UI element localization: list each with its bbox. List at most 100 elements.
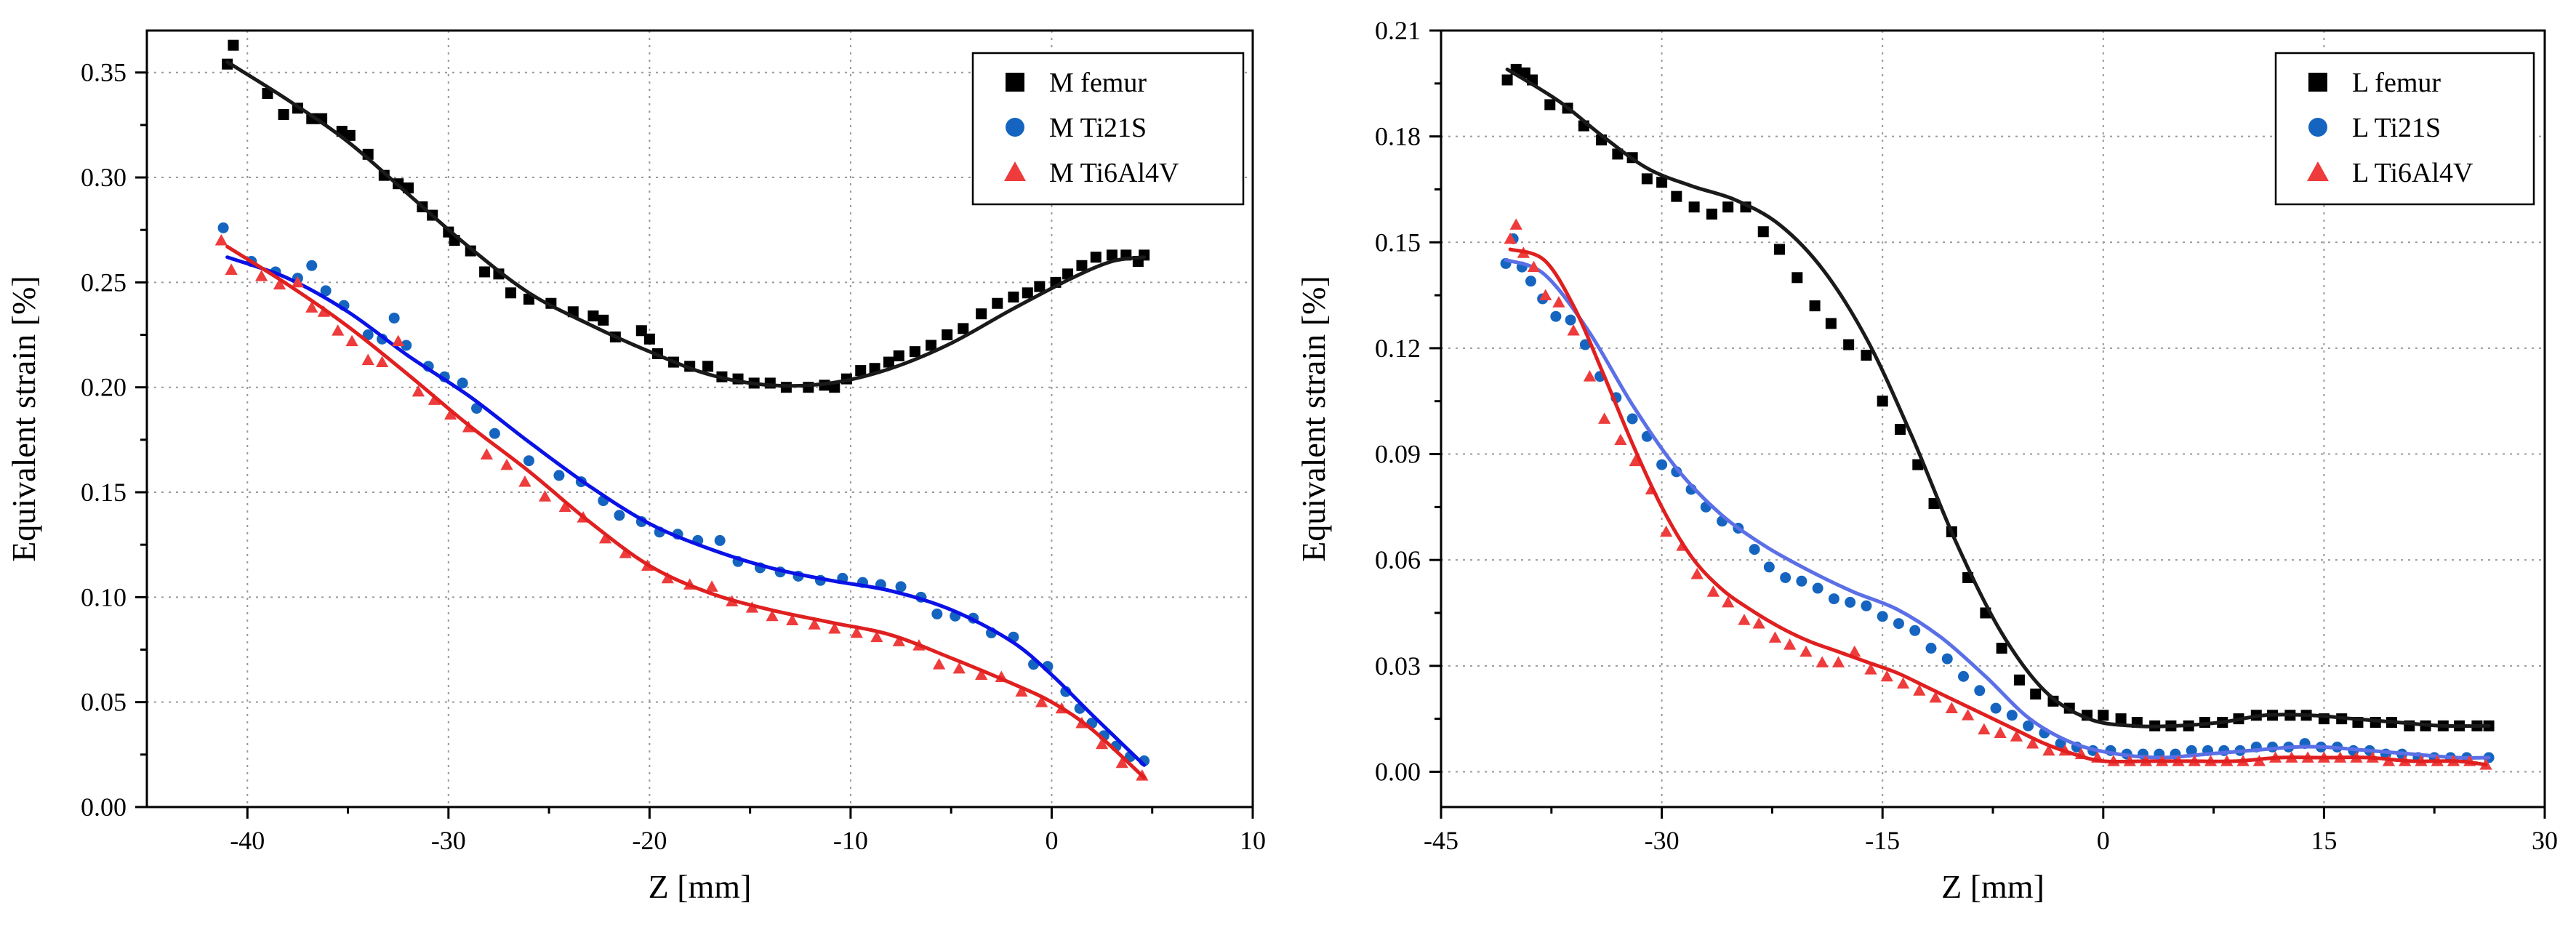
data-point xyxy=(883,356,894,368)
x-axis-title: Z [mm] xyxy=(1941,868,2045,905)
legend-marker xyxy=(1006,73,1024,92)
data-point xyxy=(1780,571,1791,583)
data-point xyxy=(320,285,332,297)
data-point xyxy=(1022,287,1033,299)
x-tick-label: 10 xyxy=(1240,826,1266,855)
data-point xyxy=(523,455,534,467)
data-point xyxy=(1796,575,1807,587)
data-point xyxy=(1799,645,1813,657)
data-point xyxy=(1706,585,1720,597)
data-point xyxy=(1614,433,1627,446)
data-point xyxy=(2186,745,2197,756)
data-point xyxy=(870,630,883,643)
data-point xyxy=(1706,208,1717,220)
fit-line xyxy=(1504,258,2491,760)
data-point xyxy=(1552,296,1565,308)
data-point xyxy=(895,581,907,593)
data-point xyxy=(1504,232,1517,244)
data-point xyxy=(855,365,867,377)
data-point xyxy=(228,39,239,51)
data-point xyxy=(942,329,953,341)
y-axis-title: Equivalent strain [%] xyxy=(5,276,42,561)
data-point xyxy=(1106,249,1118,261)
y-tick-label: 0.35 xyxy=(81,58,127,87)
axis-ticks: -45 -30 -15 0 15 30 0.00 0.03 0.06 0.09 0.12 0.15 0.… xyxy=(1375,16,2558,855)
data-point xyxy=(1565,314,1576,326)
data-point xyxy=(1062,268,1074,280)
data-point xyxy=(952,662,966,674)
data-point xyxy=(828,622,841,634)
data-point xyxy=(598,314,609,326)
data-point xyxy=(1774,244,1786,255)
data-point xyxy=(344,129,356,141)
y-tick-label: 0.00 xyxy=(81,792,127,822)
data-point xyxy=(1539,289,1552,300)
y-tick-label: 0.15 xyxy=(81,478,127,507)
data-point xyxy=(714,534,726,546)
data-point xyxy=(1843,339,1855,350)
data-point xyxy=(1828,593,1839,605)
data-point xyxy=(808,618,821,630)
y-tick-label: 0.30 xyxy=(81,163,127,192)
y-tick-label: 0.20 xyxy=(81,373,127,402)
series-l-ti21s xyxy=(1500,233,2495,763)
x-tick-label: -45 xyxy=(1424,826,1458,855)
data-point xyxy=(786,614,799,626)
data-point xyxy=(1783,638,1797,650)
data-point xyxy=(500,458,513,470)
data-point xyxy=(1913,684,1926,696)
legend-marker xyxy=(1006,118,1024,137)
data-point xyxy=(538,490,552,502)
y-tick-label: 0.09 xyxy=(1375,440,1421,469)
data-point xyxy=(2013,674,2025,686)
data-point xyxy=(1880,670,1893,682)
data-point xyxy=(1090,252,1102,263)
legend-marker xyxy=(2308,118,2327,137)
data-point xyxy=(2030,689,2042,700)
fit-line xyxy=(1505,67,2491,729)
x-tick-label: 0 xyxy=(2097,826,2110,855)
data-point xyxy=(926,340,937,351)
data-point xyxy=(1861,350,1872,361)
data-point xyxy=(587,310,599,322)
data-point xyxy=(305,301,318,313)
data-point xyxy=(1929,691,1942,703)
data-point xyxy=(1583,370,1597,382)
plot-area xyxy=(214,39,1150,781)
data-point xyxy=(958,323,969,334)
data-point xyxy=(1656,459,1668,470)
data-point xyxy=(1656,177,1668,188)
legend: M femur M Ti21S M Ti6Al4V xyxy=(971,52,1245,206)
data-point xyxy=(1690,567,1704,579)
data-point xyxy=(1896,677,1910,689)
x-tick-label: -40 xyxy=(230,826,265,855)
data-point xyxy=(766,609,779,622)
data-point xyxy=(558,500,571,513)
data-point xyxy=(1671,190,1682,202)
chart-left-medial: -40 -30 -20 -10 0 10 0.00 0.05 0.10 0.15 0.20 0.25 0… xyxy=(5,29,1266,905)
data-point xyxy=(505,287,517,299)
y-tick-label: 0.05 xyxy=(81,688,127,717)
data-point xyxy=(1974,685,1986,697)
data-point xyxy=(2026,737,2039,749)
y-axis-title: Equivalent strain [%] xyxy=(1295,276,1332,561)
data-point xyxy=(661,571,674,584)
grid-lines xyxy=(1441,31,2545,807)
data-point xyxy=(375,356,389,367)
data-point xyxy=(345,334,358,347)
data-point xyxy=(291,276,305,288)
data-point xyxy=(1749,544,1760,555)
data-point xyxy=(1861,600,1872,611)
data-point xyxy=(992,297,1003,309)
x-tick-label: 15 xyxy=(2311,826,2337,855)
fit-line xyxy=(225,255,1147,767)
legend-marker xyxy=(2308,73,2327,92)
data-point xyxy=(2115,713,2127,725)
data-point xyxy=(1864,663,1877,675)
plot-frame xyxy=(145,29,1254,808)
y-tick-label: 0.18 xyxy=(1375,122,1421,151)
x-tick-label: 0 xyxy=(1045,826,1058,855)
legend-label: L Ti21S xyxy=(2352,113,2441,143)
series-m-ti21s xyxy=(217,222,1150,767)
data-point xyxy=(1550,310,1562,322)
